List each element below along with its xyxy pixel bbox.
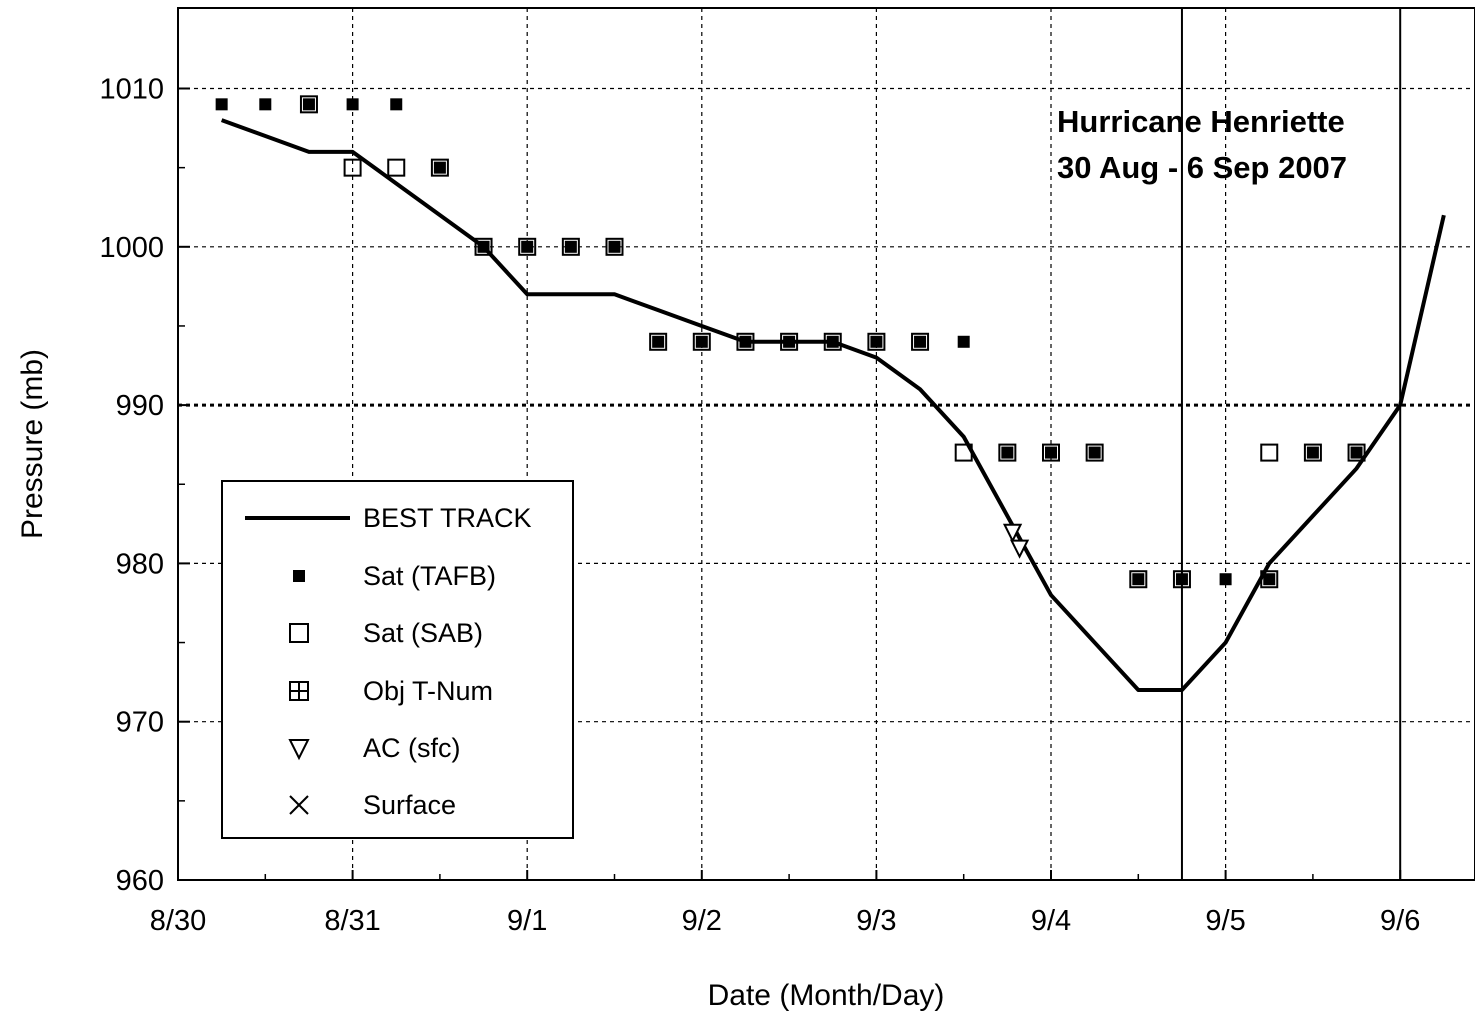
data-point-sat-sab [1085, 443, 1104, 462]
vertical-reference-lines [1180, 8, 1402, 880]
legend-box [221, 480, 574, 839]
x-tick-label: 8/31 [324, 905, 380, 937]
data-point-sat-tafb [608, 240, 621, 253]
data-point-sat-sab [387, 158, 406, 177]
data-point-sat-tafb [521, 240, 534, 253]
legend-label-obj-t-num: Obj T-Num [363, 676, 493, 706]
x-tick-label: 9/4 [1031, 905, 1071, 937]
data-point-sat-sab [1260, 570, 1279, 589]
data-point-sat-sab [998, 443, 1017, 462]
data-point-sat-sab [1129, 570, 1148, 589]
series-line-best-track [220, 118, 1446, 693]
data-point-sat-tafb [652, 335, 665, 348]
x-tick-label: 8/30 [150, 905, 206, 937]
legend-symbol-sat-tafb [293, 570, 305, 582]
x-tick-label: 9/1 [507, 905, 547, 937]
legend-label-sat-sab: Sat (SAB) [363, 618, 483, 648]
legend-symbol-obj-t-num [289, 681, 309, 701]
data-point-sat-sab [343, 158, 362, 177]
x-tick-label: 9/5 [1205, 905, 1245, 937]
data-series [215, 95, 1446, 693]
data-point-sat-sab [1303, 443, 1322, 462]
data-point-sat-sab [692, 332, 711, 351]
y-tick-label: 1000 [99, 232, 164, 264]
data-point-sat-tafb [739, 335, 752, 348]
x-tick-label: 9/3 [856, 905, 896, 937]
data-point-sat-tafb [914, 335, 927, 348]
data-point-sat-tafb [870, 335, 883, 348]
data-point-sat-sab [299, 95, 318, 114]
data-point-sat-tafb [826, 335, 839, 348]
legend-symbol-surface [289, 795, 309, 815]
legend: BEST TRACK Sat (TAFB) Sat (SAB) Obj T-Nu… [221, 480, 574, 839]
annotation-line-2: 30 Aug - 6 Sep 2007 [1057, 150, 1347, 185]
y-axis-title: Pressure (mb) [16, 349, 49, 539]
y-tick-label: 980 [116, 548, 164, 580]
axis-ticks: 8/30 8/31 9/1 9/2 9/3 9/4 9/5 9/6 960 970 980 990 10… [99, 74, 1420, 938]
data-point-sat-tafb [215, 98, 228, 111]
x-axis-title: Date (Month/Day) [708, 979, 945, 1012]
data-point-sat-sab [823, 332, 842, 351]
data-point-sat-tafb [564, 240, 577, 253]
y-tick-label: 970 [116, 707, 164, 739]
data-point-sat-tafb [433, 161, 446, 174]
data-point-sat-sab [649, 332, 668, 351]
legend-label-sat-tafb: Sat (TAFB) [363, 561, 496, 591]
data-point-sat-tafb [1306, 446, 1319, 459]
data-point-sat-tafb [1350, 446, 1363, 459]
data-point-sat-tafb [477, 240, 490, 253]
data-point-sat-tafb [957, 335, 970, 348]
data-point-sat-tafb [1088, 446, 1101, 459]
data-point-sat-sab [1042, 443, 1060, 462]
data-point-sat-sab [1260, 443, 1279, 462]
data-point-sat-sab [867, 332, 886, 351]
data-point-ac-sfc [1009, 539, 1030, 559]
data-point-sat-tafb [390, 98, 403, 111]
data-point-sat-tafb [1263, 573, 1276, 586]
data-point-sat-tafb [695, 335, 708, 348]
plot-frame [177, 7, 1475, 881]
data-point-sat-tafb [302, 98, 315, 111]
y-tick-label: 990 [116, 390, 164, 422]
cross-b [289, 795, 309, 815]
data-point-sat-sab [736, 332, 755, 351]
data-point-sat-tafb [1001, 446, 1014, 459]
data-point-ac-sfc [1002, 523, 1023, 543]
data-point-sat-sab [1172, 570, 1191, 589]
legend-symbols [245, 516, 350, 815]
data-point-sat-tafb [1045, 446, 1057, 459]
legend-label-ac-sfc: AC (sfc) [363, 733, 461, 763]
data-point-sat-sab [430, 158, 449, 177]
data-point-sat-sab [561, 237, 580, 256]
annotation-line-1: Hurricane Henriette [1057, 104, 1345, 139]
legend-label-best-track: BEST TRACK [363, 503, 532, 533]
y-tick-label: 960 [116, 865, 164, 897]
data-point-sat-sab [474, 237, 493, 256]
data-point-sat-tafb [1219, 573, 1232, 586]
data-point-sat-sab [1347, 443, 1366, 462]
data-point-sat-sab [911, 332, 930, 351]
data-point-sat-sab [518, 237, 537, 256]
data-point-sat-tafb [259, 98, 272, 111]
x-tick-label: 9/2 [682, 905, 722, 937]
legend-symbol-ac-sfc [288, 739, 310, 761]
data-point-sat-sab [780, 332, 799, 351]
legend-label-surface: Surface [363, 790, 456, 820]
y-tick-label: 1010 [99, 74, 164, 106]
data-point-sat-sab [605, 237, 624, 256]
data-point-sat-tafb [1132, 573, 1145, 586]
data-point-sat-tafb [346, 98, 359, 111]
data-point-sat-sab [954, 443, 973, 462]
data-point-sat-tafb [1175, 573, 1188, 586]
x-tick-label: 9/6 [1380, 905, 1420, 937]
data-point-sat-tafb [783, 335, 796, 348]
legend-symbol-sat-sab [289, 623, 309, 643]
